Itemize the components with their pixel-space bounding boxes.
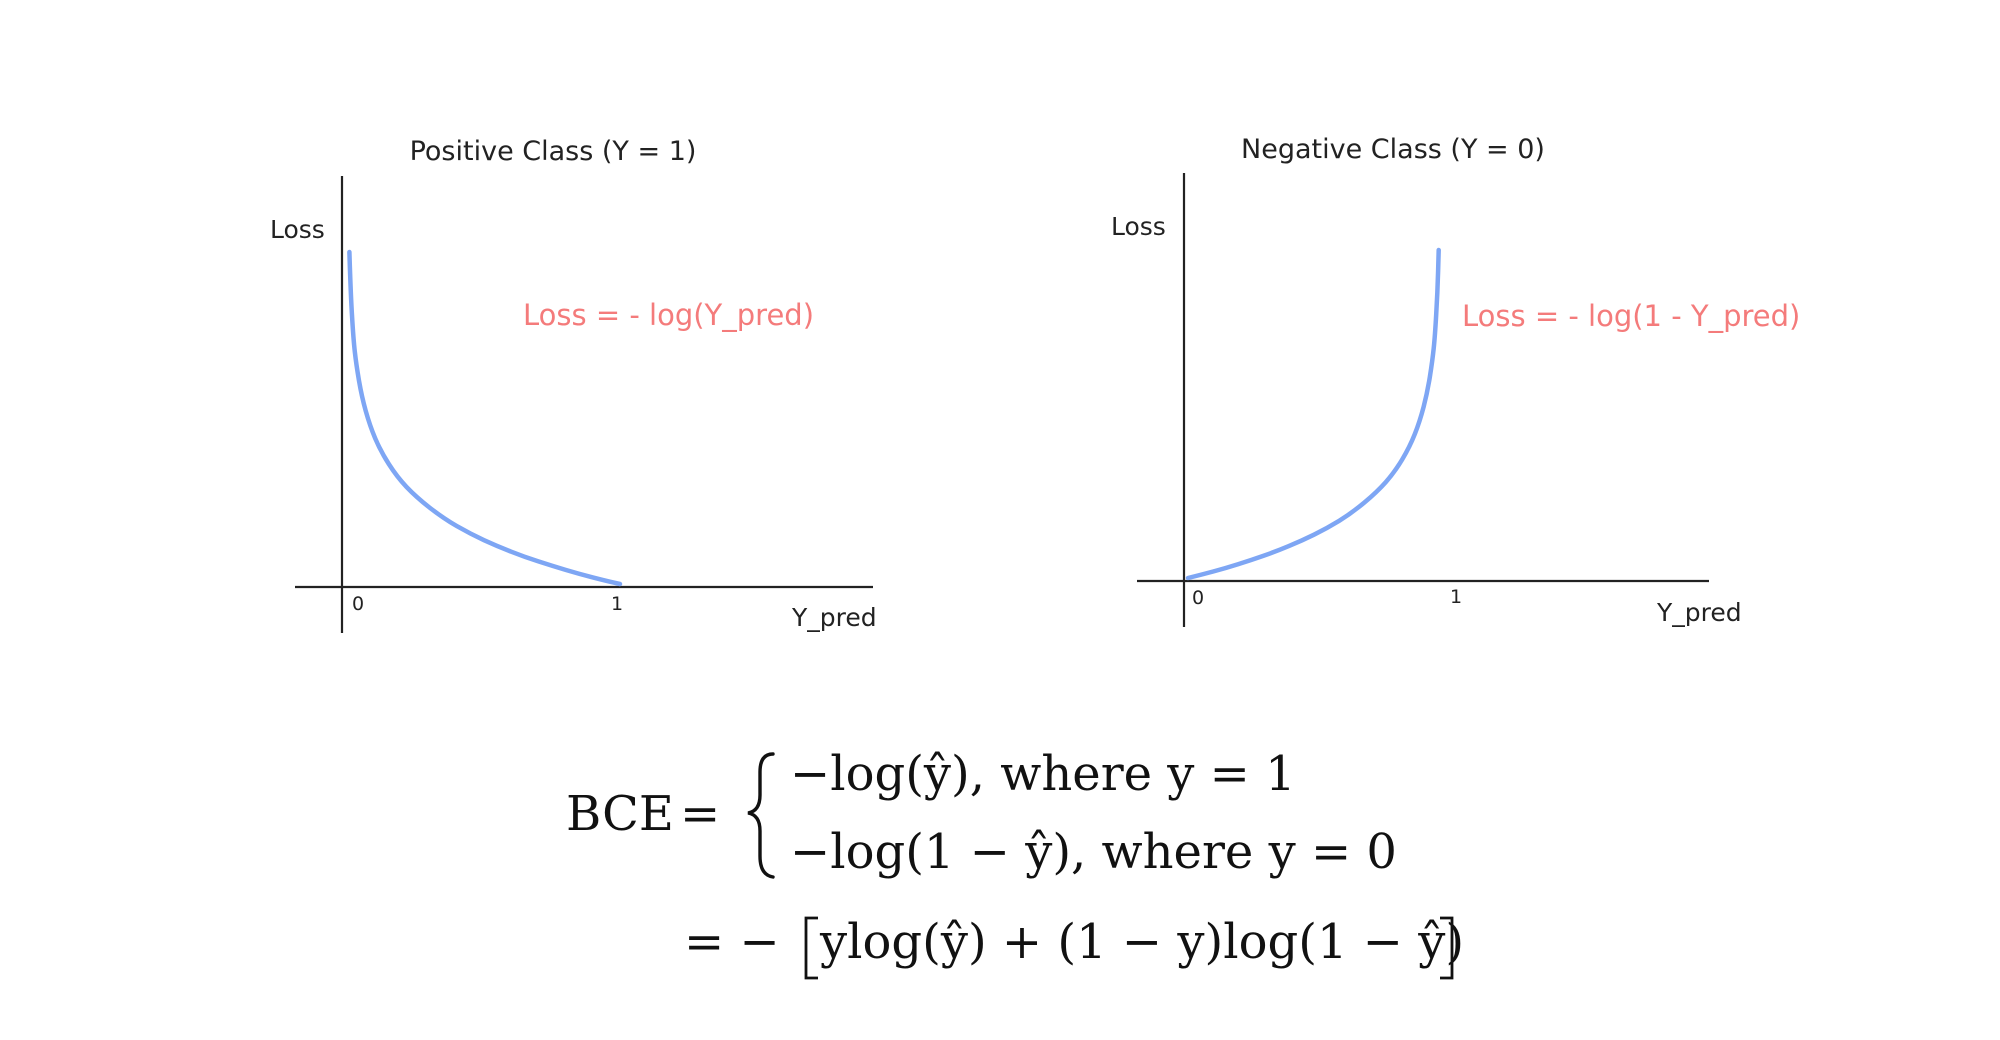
x-axis-label-positive: Y_pred	[791, 603, 877, 632]
formula-case-1: −log(ŷ), where y = 1	[790, 746, 1296, 802]
y-axis-label-negative: Loss	[1111, 212, 1166, 241]
right-bracket	[1440, 916, 1454, 980]
x-tick-0-negative: 0	[1192, 587, 1204, 609]
formula-line2-body: ylog(ŷ) + (1 − y)log(1 − ŷ)	[819, 914, 1464, 970]
loss-formula-annotation-negative: Loss = - log(1 - Y_pred)	[1462, 299, 1800, 333]
negative-class-chart: Negative Class (Y = 0) Loss Y_pred 0 1 L…	[1111, 134, 1800, 627]
formula-line2-prefix: = −	[684, 914, 780, 970]
chart-title-positive: Positive Class (Y = 1)	[410, 136, 697, 167]
y-axis-label-positive: Loss	[270, 215, 325, 244]
x-tick-1-negative: 1	[1450, 586, 1462, 608]
x-tick-1-positive: 1	[611, 593, 623, 615]
chart-title-negative: Negative Class (Y = 0)	[1241, 134, 1545, 165]
left-bracket	[804, 916, 818, 980]
formula-lhs: BCE	[566, 786, 674, 842]
x-axis-label-negative: Y_pred	[1656, 598, 1742, 627]
formula-equals: =	[680, 786, 720, 842]
cases-brace	[747, 752, 775, 879]
bce-formula: BCE = −log(ŷ), where y = 1 −log(1 − ŷ), …	[566, 746, 1464, 980]
loss-curve-positive	[347, 249, 623, 587]
loss-curve-negative	[1185, 247, 1441, 581]
loss-formula-annotation-positive: Loss = - log(Y_pred)	[523, 298, 814, 332]
positive-class-chart: Positive Class (Y = 1) Loss Y_pred 0 1 L…	[270, 136, 877, 633]
x-tick-0-positive: 0	[352, 593, 364, 615]
formula-case-2: −log(1 − ŷ), where y = 0	[790, 824, 1397, 880]
